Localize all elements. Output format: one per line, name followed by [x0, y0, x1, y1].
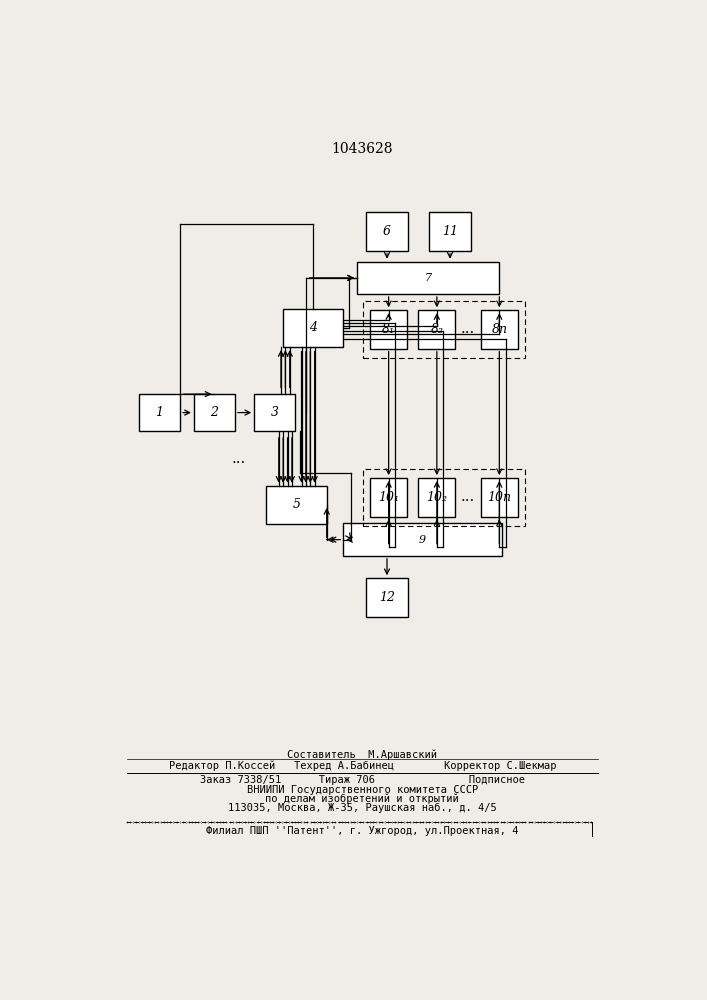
Text: 11: 11 [442, 225, 458, 238]
Text: 2: 2 [211, 406, 218, 419]
Text: Заказ 7338/51      Тираж 706               Подписное: Заказ 7338/51 Тираж 706 Подписное [200, 775, 525, 785]
Bar [283, 309, 343, 347]
Text: ВНИИПИ Государственного комитета СССР: ВНИИПИ Государственного комитета СССР [247, 785, 478, 795]
Text: ...: ... [461, 490, 475, 504]
Bar [363, 469, 525, 526]
Bar [419, 310, 455, 349]
Bar [429, 212, 471, 251]
Text: 10n: 10n [487, 491, 511, 504]
Text: 8₁: 8₁ [382, 323, 395, 336]
Text: Редактор П.Коссей   Техред А.Бабинец        Корректор С.Шекмар: Редактор П.Коссей Техред А.Бабинец Корре… [168, 760, 556, 771]
Bar [139, 394, 180, 431]
Text: 12: 12 [379, 591, 395, 604]
Text: 8n: 8n [491, 323, 508, 336]
Bar [481, 478, 518, 517]
Text: Филиал ПШП ''Патент'', г. Ужгород, ул.Проектная, 4: Филиал ПШП ''Патент'', г. Ужгород, ул.Пр… [206, 826, 519, 836]
Bar [267, 486, 327, 524]
Bar [370, 310, 407, 349]
Text: ...: ... [232, 452, 246, 466]
Text: по делам изобретений и открытий: по делам изобретений и открытий [265, 794, 460, 804]
Bar [363, 301, 525, 358]
Text: 113035, Москва, Ж-35, Раушская наб., д. 4/5: 113035, Москва, Ж-35, Раушская наб., д. … [228, 803, 497, 813]
Bar [194, 394, 235, 431]
Text: 9: 9 [419, 535, 426, 545]
Bar [343, 523, 502, 556]
Text: 5: 5 [293, 498, 300, 512]
Text: 1: 1 [156, 406, 163, 419]
Text: 10₁: 10₁ [378, 491, 399, 504]
Bar [481, 310, 518, 349]
Bar [419, 478, 455, 517]
Text: 6: 6 [383, 225, 391, 238]
Bar [254, 394, 296, 431]
Text: 7: 7 [424, 273, 432, 283]
Text: 1043628: 1043628 [332, 142, 393, 156]
Text: ...: ... [461, 322, 475, 336]
Bar [366, 212, 407, 251]
Bar [370, 478, 407, 517]
Text: 4: 4 [309, 321, 317, 334]
Text: 10₂: 10₂ [426, 491, 448, 504]
Bar [366, 578, 407, 617]
Text: 3: 3 [271, 406, 279, 419]
Bar [357, 262, 499, 294]
Text: Составитель  М.Аршавский: Составитель М.Аршавский [287, 749, 438, 760]
Text: 8₂: 8₂ [431, 323, 443, 336]
